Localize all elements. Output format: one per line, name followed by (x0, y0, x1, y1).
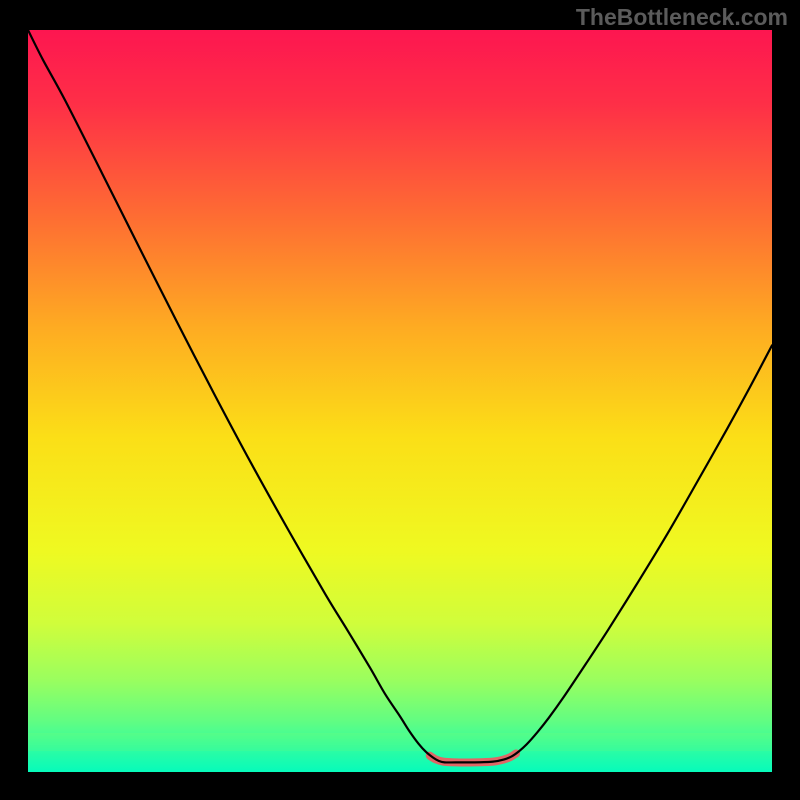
bottleneck-chart (0, 0, 800, 800)
chart-container: TheBottleneck.com (0, 0, 800, 800)
watermark-text: TheBottleneck.com (576, 4, 788, 31)
